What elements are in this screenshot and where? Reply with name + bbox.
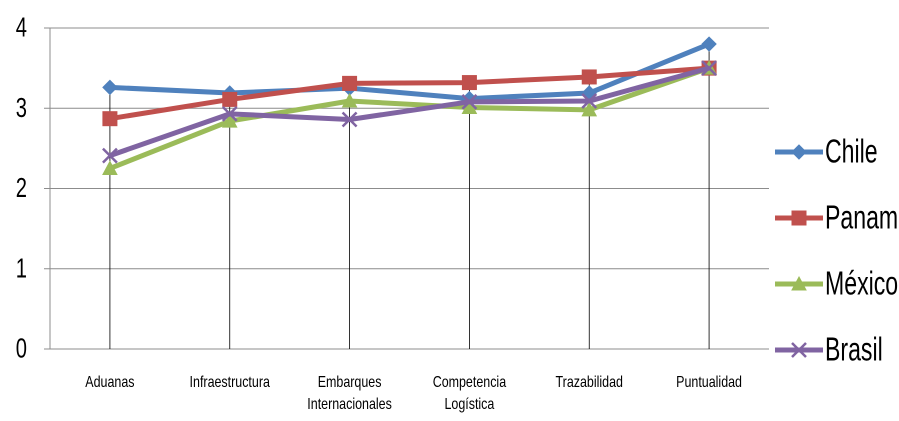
y-tick-label: 4 xyxy=(16,13,27,44)
legend-marker xyxy=(791,210,807,226)
axis-layer: 0 1 2 3 4 Aduanas Infraestructura Embarques Inte… xyxy=(16,13,742,414)
data-point xyxy=(341,92,358,108)
x-tick-label-line: Internacionales xyxy=(307,396,392,414)
y-tick-label: 0 xyxy=(16,334,27,365)
x-tick-label-line: Trazabilidad xyxy=(556,374,623,392)
legend-label: Panamá xyxy=(825,199,899,236)
grid-layer xyxy=(50,27,769,350)
data-point xyxy=(221,113,238,128)
series-line xyxy=(109,41,711,102)
y-tick-label: 3 xyxy=(16,93,27,124)
data-point xyxy=(102,147,118,164)
legend: Chile Panamá México Brasil xyxy=(775,133,899,369)
legend-item-panamá: Panamá xyxy=(775,199,899,237)
x-tick-label-line: Embarques xyxy=(318,374,382,392)
x-tick-label: Embarques Internacionales xyxy=(307,374,392,414)
series-layer xyxy=(102,36,717,175)
x-tick-label-line: Puntualidad xyxy=(676,374,742,392)
data-point xyxy=(581,101,598,117)
legend-marker xyxy=(791,144,807,160)
x-tick-label: Infraestructura xyxy=(190,374,270,392)
data-point xyxy=(581,93,598,109)
y-tick-label: 1 xyxy=(16,253,27,284)
legend-marker xyxy=(791,342,807,358)
data-point xyxy=(701,60,717,77)
series-brasil xyxy=(102,60,717,164)
x-tick-label-line: Logística xyxy=(444,396,494,414)
y-tick-label: 2 xyxy=(16,173,27,204)
data-point xyxy=(342,75,358,91)
legend-item-brasil: Brasil xyxy=(775,331,883,369)
data-point xyxy=(102,79,118,96)
data-point xyxy=(102,160,118,175)
data-point xyxy=(701,36,717,52)
legend-label: Brasil xyxy=(825,331,883,368)
legend-marker xyxy=(791,275,807,291)
legend-label: México xyxy=(825,265,898,302)
x-tick-label-line: Aduanas xyxy=(85,374,134,392)
data-point xyxy=(341,111,358,128)
series-line xyxy=(108,65,710,171)
x-tick-label: Aduanas xyxy=(85,374,134,392)
legend-label: Chile xyxy=(825,133,878,170)
series-panamá xyxy=(102,60,717,127)
x-tick-label-line: Competencia xyxy=(433,374,506,392)
x-tick-label: Puntualidad xyxy=(676,374,742,392)
x-tick-label-line: Infraestructura xyxy=(190,374,270,392)
data-point xyxy=(221,105,238,122)
legend-item-chile: Chile xyxy=(775,133,878,171)
data-point xyxy=(461,75,477,91)
x-tick-label: Trazabilidad xyxy=(556,374,623,392)
data-point xyxy=(102,111,118,127)
data-point xyxy=(581,69,597,85)
series-line xyxy=(109,65,710,158)
x-tick-label: Competencia Logística xyxy=(433,374,506,414)
data-point xyxy=(461,93,478,110)
data-point xyxy=(222,91,238,107)
legend-item-méxico: México xyxy=(775,265,898,303)
series-line xyxy=(109,65,710,122)
